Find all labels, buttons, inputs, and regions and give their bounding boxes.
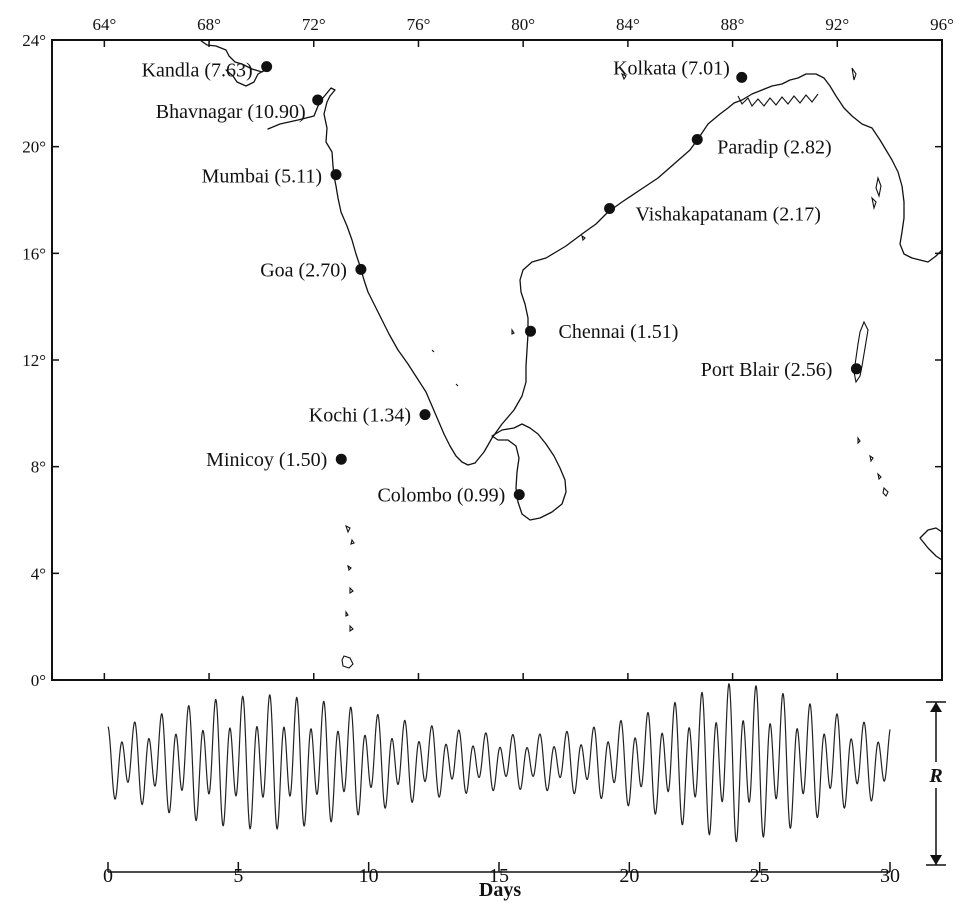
port-label: Mumbai (5.11) <box>202 166 322 188</box>
port-marker <box>261 61 273 73</box>
x-tick-label: 5 <box>233 865 243 887</box>
latitude-tick-label: 24° <box>22 31 46 50</box>
port-label: Paradip (2.82) <box>717 136 831 158</box>
longitude-tick-label: 76° <box>407 15 431 34</box>
port-label: Goa (2.70) <box>260 259 347 281</box>
port-marker <box>419 409 431 421</box>
longitude-tick-label: 72° <box>302 15 326 34</box>
coastline-sumatra <box>919 527 943 561</box>
coastline-sri-lanka <box>491 423 567 521</box>
latitude-tick-label: 12° <box>22 351 46 370</box>
coastline-kutch <box>199 39 271 87</box>
coastline-west-india <box>267 87 476 466</box>
port-label: Kandla (7.63) <box>142 60 253 82</box>
latitude-tick-label: 0° <box>31 671 46 690</box>
port-label: Kochi (1.34) <box>309 405 411 427</box>
port-marker <box>335 453 347 465</box>
longitude-tick-label: 68° <box>197 15 221 34</box>
longitude-tick-label: 84° <box>616 15 640 34</box>
port-marker <box>355 263 367 275</box>
latitude-tick-label: 8° <box>31 458 46 477</box>
x-tick-label: 25 <box>750 865 770 887</box>
port-markers: Kandla (7.63) Bhavnagar (10.90) Mumbai (5.… <box>142 57 862 507</box>
port-label: Vishakapatanam (2.17) <box>636 204 821 226</box>
x-axis-title: Days <box>479 879 521 901</box>
port-label: Chennai (1.51) <box>559 321 679 343</box>
x-tick-label: 30 <box>880 865 900 887</box>
port-marker <box>513 489 525 501</box>
x-tick-label: 10 <box>359 865 379 887</box>
andaman-islands <box>853 320 869 384</box>
latitude-tick-label: 16° <box>22 244 46 263</box>
port-marker <box>736 71 748 83</box>
range-scale-bar: R <box>926 701 946 866</box>
port-label: Kolkata (7.01) <box>613 57 730 79</box>
coastline-east-india <box>474 73 825 464</box>
longitude-tick-label: 92° <box>825 15 849 34</box>
longitude-tick-label: 88° <box>721 15 745 34</box>
port-label: Colombo (0.99) <box>377 485 505 507</box>
port-label: Bhavnagar (10.90) <box>156 101 306 123</box>
coastline-bangladesh-myanmar <box>823 77 943 263</box>
longitude-tick-label: 80° <box>511 15 535 34</box>
tide-series-line <box>107 682 891 843</box>
latitude-tick-label: 20° <box>22 138 46 157</box>
range-label: R <box>928 765 942 787</box>
port-marker <box>604 203 616 215</box>
longitude-tick-label: 64° <box>92 15 116 34</box>
nicobar-islands <box>857 436 889 497</box>
port-marker <box>312 94 324 106</box>
longitude-tick-label: 96° <box>930 15 954 34</box>
sunderbans-delta <box>737 93 819 107</box>
x-tick-label: 20 <box>619 865 639 887</box>
lakshadweep-islands <box>341 524 355 669</box>
port-marker <box>330 169 342 181</box>
x-tick-label: 0 <box>103 865 113 887</box>
port-marker <box>525 325 537 337</box>
range-bar-upper-arrow <box>930 702 942 712</box>
longitude-ticks: 64° 68° 72° 76° 80° 84° 88° 92° 96° <box>92 15 954 680</box>
tide-chart-panel: 0 5 10 15 20 25 30 Days R <box>103 682 946 901</box>
port-label: Port Blair (2.56) <box>701 359 833 381</box>
latitude-tick-label: 4° <box>31 564 46 583</box>
latitude-ticks: 0° 4° 8° 12° 16° 20° 24° <box>22 31 942 690</box>
map-panel: 64° 68° 72° 76° 80° 84° 88° 92° 96° 0° 4° 8° 12° 16°… <box>22 15 954 690</box>
x-tick-label: 15 <box>489 865 509 887</box>
port-marker <box>850 363 862 375</box>
days-axis: 0 5 10 15 20 25 30 <box>103 862 900 887</box>
bay-islands <box>431 67 882 387</box>
port-label: Minicoy (1.50) <box>206 449 327 471</box>
port-marker <box>691 133 703 145</box>
range-bar-lower-arrow <box>930 855 942 865</box>
